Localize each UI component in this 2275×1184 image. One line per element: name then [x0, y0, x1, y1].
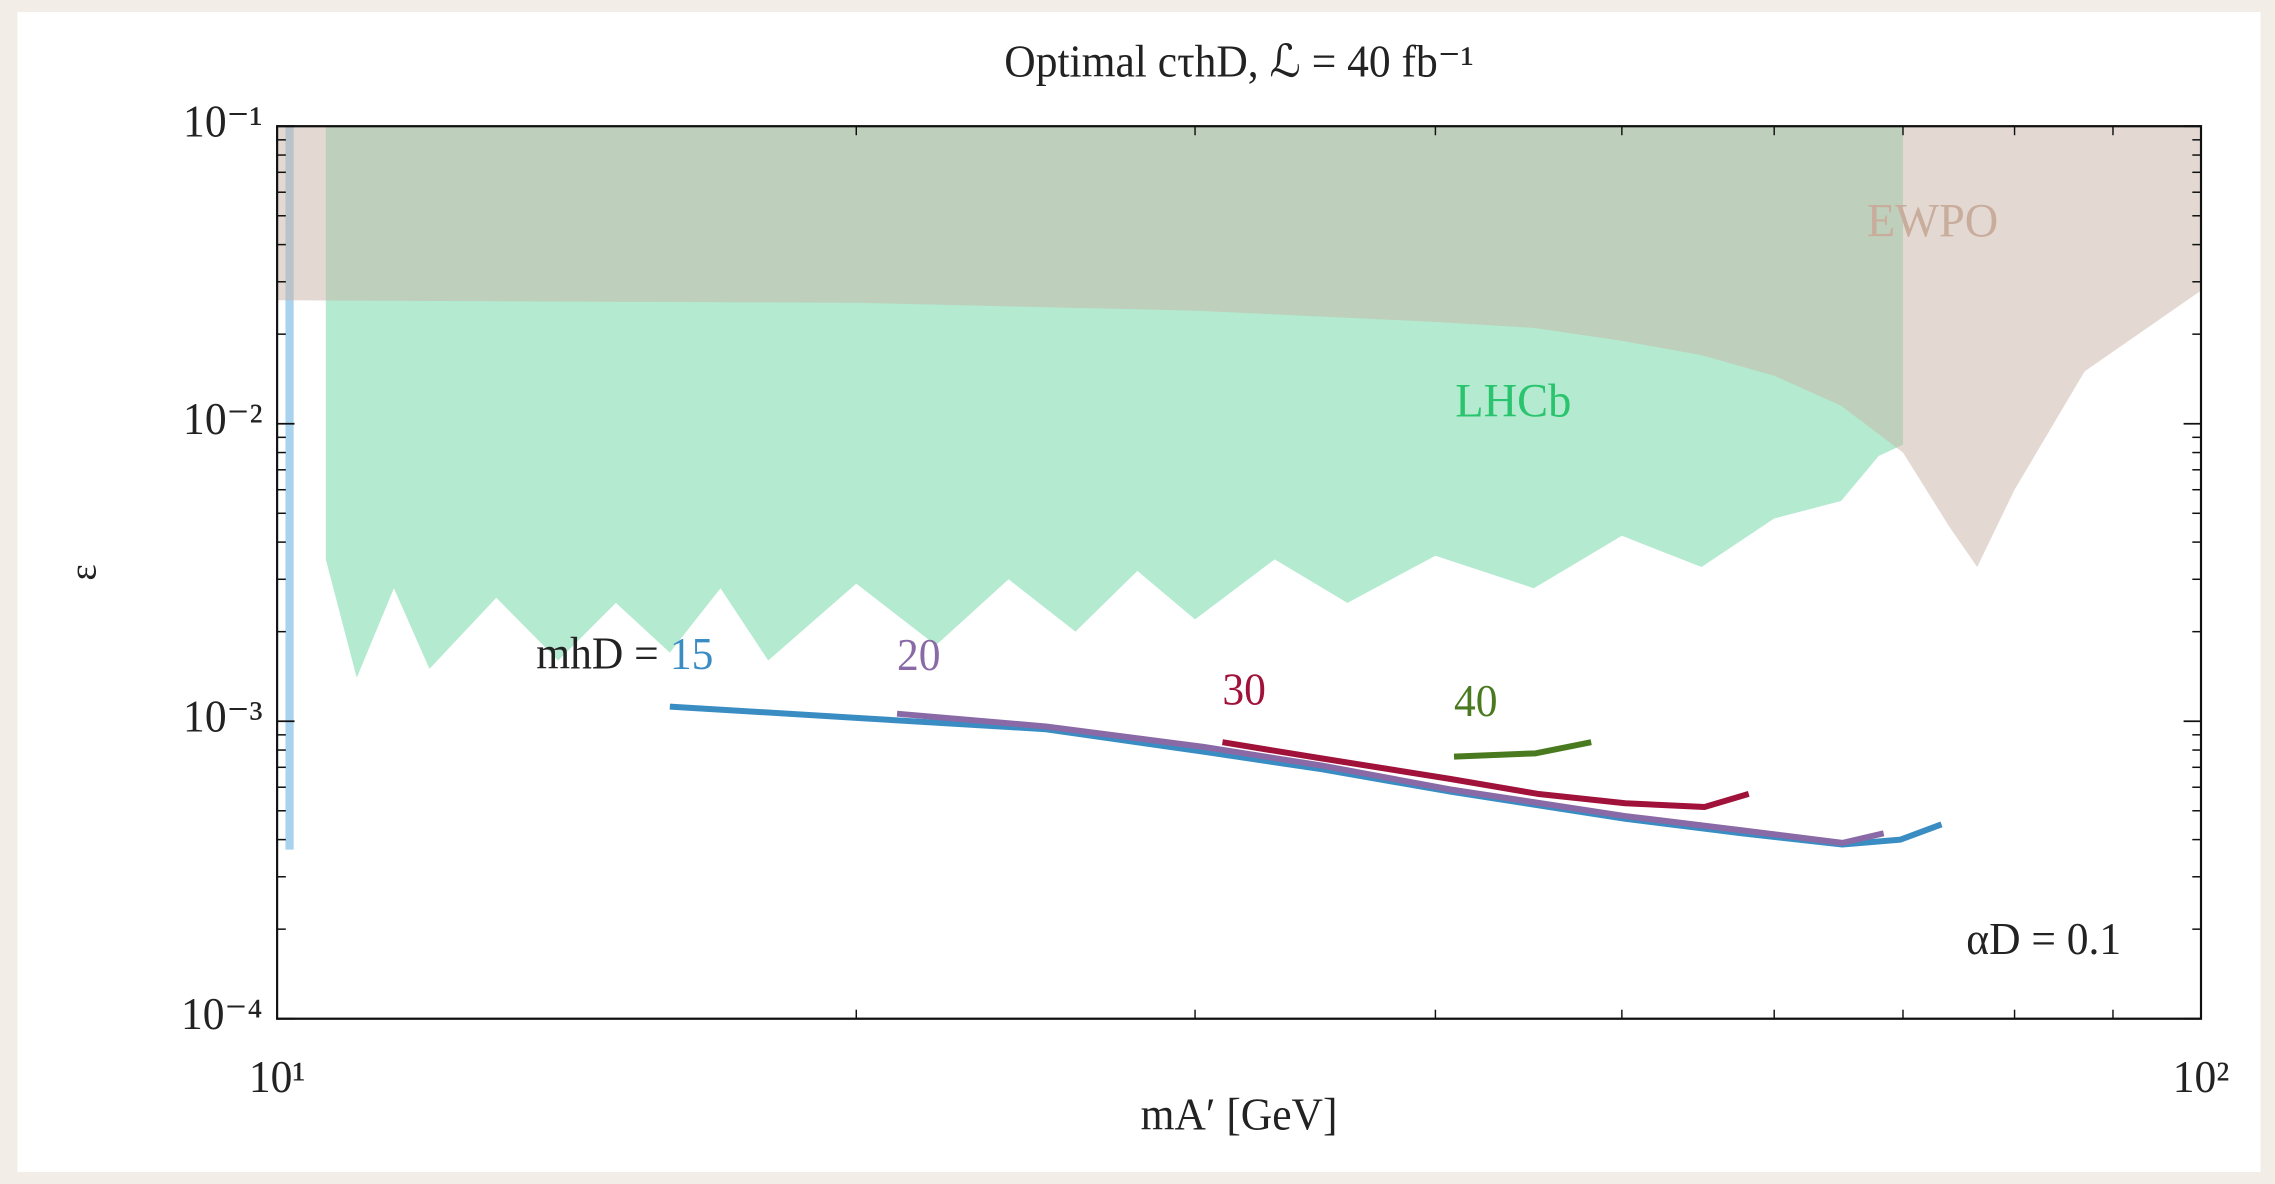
- series-label: 30: [1222, 665, 1266, 715]
- series-line: [1221, 739, 1750, 810]
- y-tick-label: 10⁻³: [183, 692, 263, 742]
- y-tick-label: 10⁻¹: [183, 97, 263, 147]
- series-label: 20: [897, 630, 941, 680]
- series-label: 40: [1454, 676, 1498, 726]
- series-line: [896, 710, 1885, 846]
- plot-frame: [276, 125, 2203, 1020]
- region: [277, 126, 2202, 567]
- region-label: EWPO: [1867, 195, 1999, 248]
- chart-title: Optimal cτhD, ℒ = 40 fb⁻¹: [1004, 37, 1474, 87]
- y-tick-label: 10⁻⁴: [181, 989, 263, 1039]
- series-label: 15: [670, 629, 714, 679]
- annotation: αD = 0.1: [1966, 914, 2121, 964]
- x-tick-label: 10²: [2173, 1052, 2230, 1102]
- y-tick-label: 10⁻²: [183, 394, 263, 444]
- x-axis-label: mA′ [GeV]: [1141, 1090, 1338, 1140]
- x-tick-label: 10¹: [249, 1052, 306, 1102]
- plot-area: [277, 126, 2202, 850]
- y-axis-label: ε: [63, 564, 104, 580]
- region-label: LHCb: [1455, 375, 1571, 428]
- region: [285, 126, 294, 850]
- annotation: mhD =: [536, 629, 658, 679]
- series-line: [1453, 739, 1592, 760]
